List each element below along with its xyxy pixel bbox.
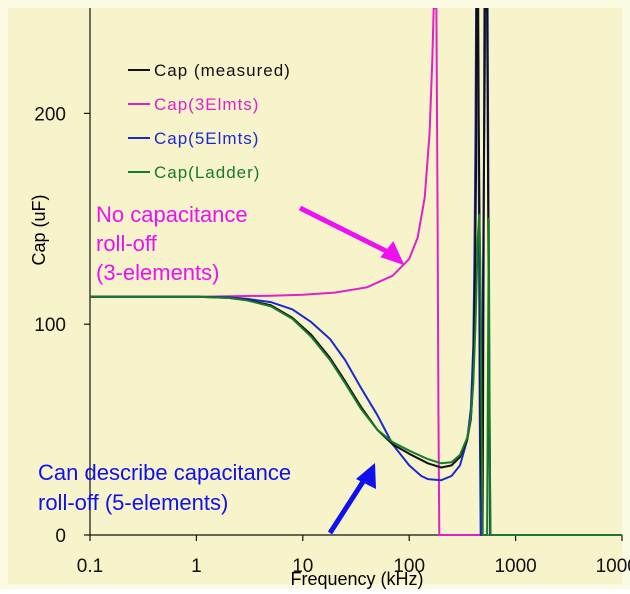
legend-label: Cap (measured) [154, 61, 291, 80]
x-tick-label: 1000 [494, 556, 536, 577]
annotation-3elements-text: (3-elements) [96, 260, 219, 285]
legend-label: Cap(3Elmts) [154, 95, 259, 114]
series-lines [90, 8, 622, 536]
x-tick-label: 1 [191, 556, 202, 577]
annotation-3elements-text: No capacitance [96, 202, 248, 227]
series-line [90, 8, 622, 536]
series-line [90, 8, 622, 536]
legend-label: Cap(Ladder) [154, 163, 260, 182]
x-tick-label: 0.1 [77, 556, 103, 577]
y-axis-label: Cap (uF) [29, 194, 49, 265]
legend: Cap (measured) Cap(3Elmts) Cap(5Elmts) Cap(… [128, 61, 291, 182]
annotation-3elements-text: roll-off [96, 231, 158, 256]
x-tick-label: 10 [292, 556, 313, 577]
annotations: No capacitance roll-off (3-elements) Can de… [38, 202, 405, 535]
annotation-3elements-arrowhead [380, 241, 405, 266]
annotation-3elements-arrow [298, 205, 394, 257]
annotation-5elements-arrow [327, 475, 369, 535]
x-tick-label: 100 [393, 556, 425, 577]
y-tick-label: 0 [55, 526, 66, 547]
y-tick-label: 100 [34, 315, 66, 336]
axes: 0.1 1 10 100 1000 10000 0 100 200 [34, 8, 630, 577]
x-tick-label: 10000 [596, 556, 630, 577]
series-line [90, 213, 622, 536]
y-tick-label: 200 [34, 104, 66, 125]
x-axis-label: Frequency (kHz) [290, 569, 423, 589]
legend-label: Cap(5Elmts) [154, 129, 259, 148]
annotation-5elements-text: roll-off (5-elements) [38, 490, 228, 515]
annotation-5elements-arrowhead [356, 463, 376, 489]
annotation-5elements-text: Can describe capacitance [38, 460, 291, 485]
